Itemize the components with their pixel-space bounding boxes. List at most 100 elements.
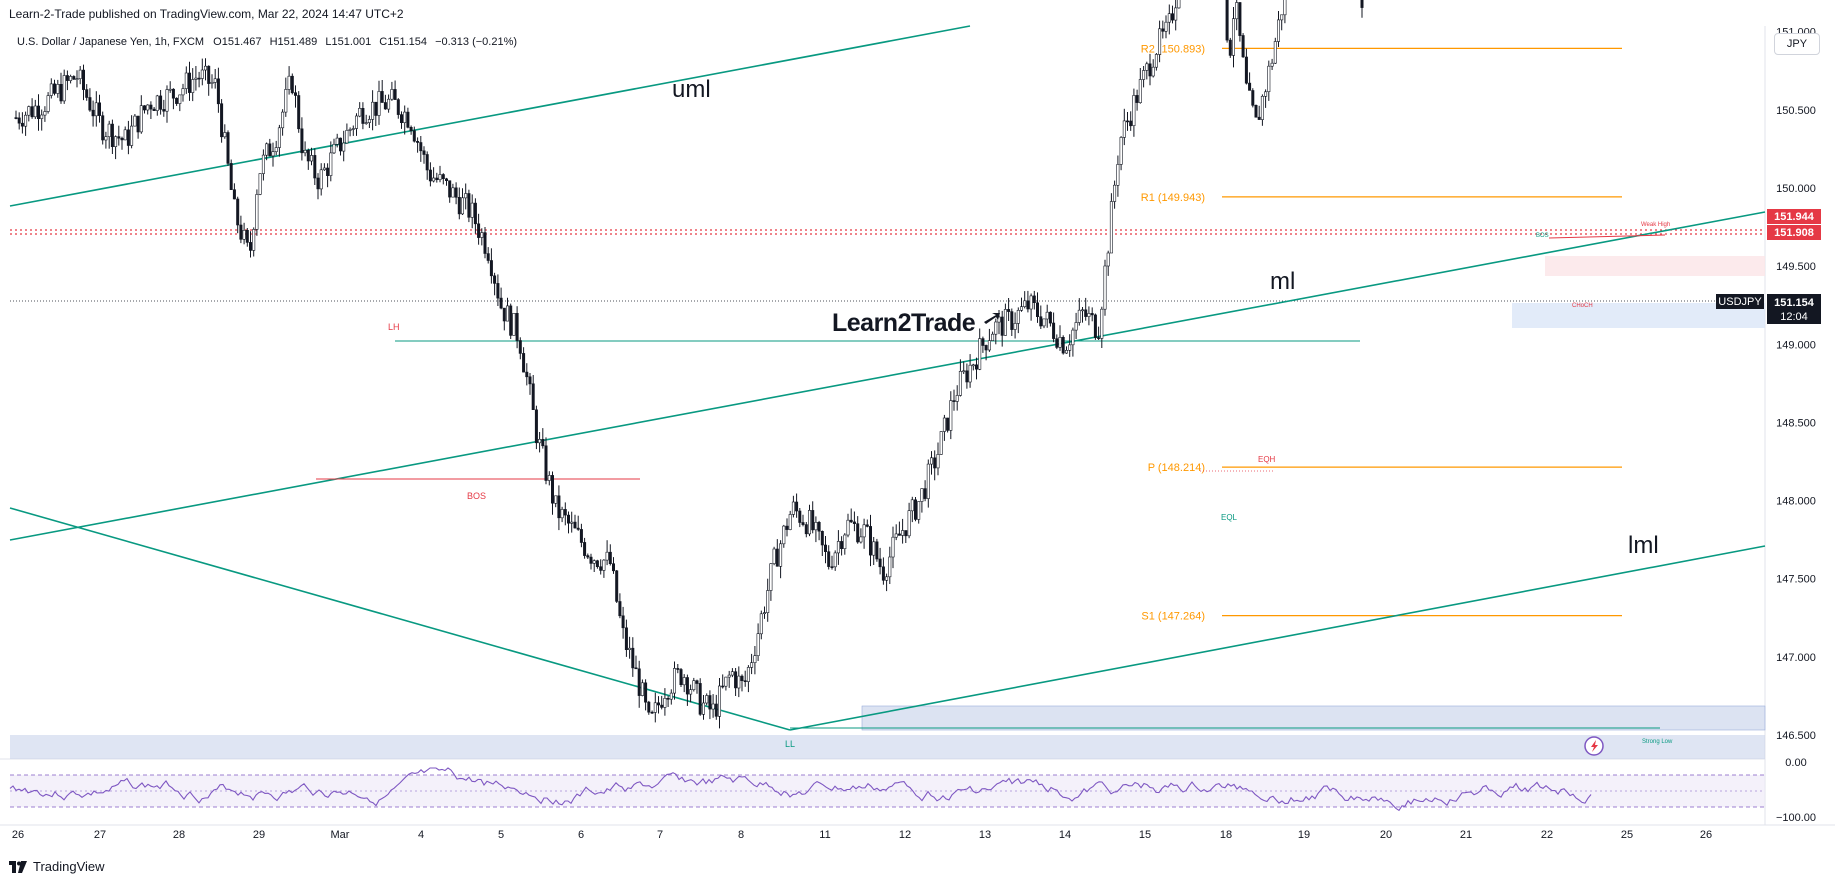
time-tick-label: 15 bbox=[1139, 829, 1151, 841]
ml-label: ml bbox=[1270, 268, 1295, 295]
candle-body bbox=[85, 89, 89, 98]
candle-body bbox=[1087, 313, 1091, 317]
candle-body bbox=[1235, 2, 1239, 20]
candle-body bbox=[49, 83, 53, 96]
candle-body bbox=[62, 75, 66, 102]
candle-body bbox=[698, 683, 702, 715]
candle-body bbox=[1003, 309, 1007, 336]
candle-body bbox=[136, 115, 140, 133]
last-price-tag bbox=[1767, 294, 1821, 324]
candle-body bbox=[306, 150, 310, 162]
candle-body bbox=[470, 202, 474, 218]
candle-body bbox=[20, 122, 24, 127]
candle-body bbox=[175, 97, 179, 104]
candle-body bbox=[361, 108, 365, 124]
candle-body bbox=[226, 132, 230, 164]
time-tick-label: 26 bbox=[12, 829, 24, 841]
lh-label: LH bbox=[388, 322, 400, 332]
candle-body bbox=[592, 560, 596, 564]
candle-body bbox=[155, 95, 159, 111]
candle-body bbox=[926, 463, 930, 499]
weak-high-tag-1 bbox=[1767, 209, 1821, 224]
symbol-tag-text: USDJPY bbox=[1718, 296, 1762, 308]
candle-body bbox=[300, 128, 304, 154]
candle-body bbox=[171, 88, 175, 99]
price-axis[interactable]: 153.500153.000152.500152.000151.500151.0… bbox=[1776, 0, 1816, 742]
candle-body bbox=[281, 111, 285, 129]
candle-body bbox=[399, 114, 403, 123]
pivot-levels: R3 (152.622)R2 (150.893)R1 (149.943)P (1… bbox=[1141, 43, 1622, 623]
candle-body bbox=[94, 102, 98, 117]
candle-body bbox=[1071, 329, 1075, 346]
time-tick-label: 5 bbox=[498, 829, 504, 841]
candle-body bbox=[939, 431, 943, 455]
rsi-axis: 0.00 −100.00 bbox=[1776, 757, 1816, 824]
currency-button[interactable]: JPY bbox=[1774, 33, 1820, 55]
candle-body bbox=[994, 321, 998, 335]
candle-body bbox=[711, 703, 715, 710]
candle-body bbox=[1241, 35, 1245, 58]
candle-body bbox=[663, 697, 667, 708]
candle-body bbox=[833, 552, 837, 568]
candle-body bbox=[412, 130, 416, 142]
candle-body bbox=[383, 102, 387, 110]
candle-body bbox=[708, 695, 712, 710]
candle-body bbox=[1251, 90, 1255, 106]
symbol-name[interactable]: U.S. Dollar / Japanese Yen, 1h, FXCM bbox=[17, 36, 205, 48]
candle-body bbox=[840, 541, 844, 550]
tradingview-brand: TradingView bbox=[33, 859, 105, 874]
candle-body bbox=[24, 114, 28, 127]
candle-body bbox=[1109, 201, 1113, 254]
ohlc-close: C151.154 bbox=[379, 36, 428, 48]
candle-body bbox=[695, 680, 699, 684]
candle-body bbox=[438, 174, 442, 180]
candle-body bbox=[743, 680, 747, 683]
candle-body bbox=[152, 108, 156, 111]
candle-body bbox=[1138, 79, 1142, 104]
candle-body bbox=[717, 685, 721, 717]
candle-body bbox=[701, 702, 705, 715]
candle-body bbox=[489, 260, 493, 277]
candle-body bbox=[425, 154, 429, 171]
candle-body bbox=[788, 514, 792, 530]
time-tick-label: 28 bbox=[173, 829, 185, 841]
bos-label: BOS bbox=[467, 491, 486, 501]
candle-body bbox=[133, 115, 137, 127]
candle-body bbox=[261, 154, 265, 174]
published-caption: Learn-2-Trade published on TradingView.c… bbox=[9, 7, 404, 21]
candle-body bbox=[191, 79, 195, 93]
candle-body bbox=[746, 667, 750, 682]
candle-body bbox=[56, 84, 60, 94]
candle-body bbox=[550, 475, 554, 504]
candle-body bbox=[579, 529, 583, 543]
candle-body bbox=[159, 95, 163, 110]
candle-body bbox=[923, 488, 927, 499]
tradingview-logo[interactable]: TradingView bbox=[9, 859, 105, 874]
candle-body bbox=[358, 108, 362, 117]
last-price-tag-text: 151.154 bbox=[1774, 297, 1815, 309]
candle-body bbox=[1270, 62, 1274, 67]
price-tick-label: 150.500 bbox=[1776, 105, 1816, 117]
candle-body bbox=[78, 69, 82, 79]
candle-body bbox=[852, 521, 856, 525]
candle-body bbox=[210, 82, 214, 84]
candle-body bbox=[223, 132, 227, 138]
candle-body bbox=[428, 169, 432, 182]
chart-canvas[interactable]: R3 (152.622)R2 (150.893)R1 (149.943)P (1… bbox=[0, 0, 1835, 856]
candle-body bbox=[1065, 349, 1069, 354]
candle-body bbox=[522, 353, 526, 373]
candle-body bbox=[27, 106, 31, 116]
candle-body bbox=[1103, 265, 1107, 310]
candle-body bbox=[1254, 105, 1258, 118]
candle-body bbox=[762, 612, 766, 614]
tradingview-icon bbox=[9, 860, 27, 873]
weak-high-tag-2-text: 151.908 bbox=[1774, 227, 1814, 239]
candle-body bbox=[1248, 82, 1252, 91]
candle-body bbox=[326, 167, 330, 176]
candle-body bbox=[1068, 344, 1072, 351]
candle-body bbox=[730, 671, 734, 676]
candle-body bbox=[1360, 0, 1364, 8]
candle-body bbox=[862, 524, 866, 538]
time-axis[interactable]: 26 27 28 29 Mar 4 5 6 7 8 11 12 13 14 15 18 19 20 21 22 25 26 bbox=[12, 829, 1712, 841]
candle-body bbox=[322, 167, 326, 171]
